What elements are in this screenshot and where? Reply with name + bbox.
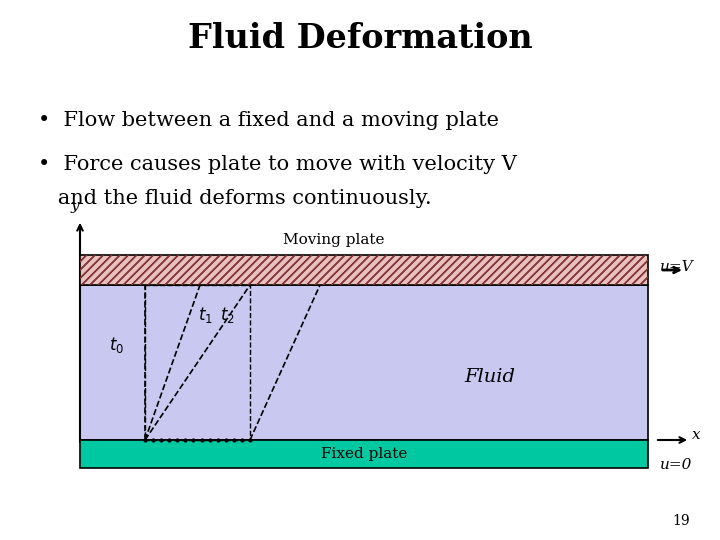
Text: Fluid Deformation: Fluid Deformation xyxy=(188,22,532,55)
Text: u=V: u=V xyxy=(660,260,693,274)
Text: u=0: u=0 xyxy=(660,458,693,472)
Bar xyxy=(80,255,648,285)
Bar xyxy=(80,255,648,285)
Text: $t_1$: $t_1$ xyxy=(197,305,212,325)
Text: Fluid: Fluid xyxy=(464,368,516,387)
Text: y: y xyxy=(71,199,79,213)
Text: •  Force causes plate to move with velocity V: • Force causes plate to move with veloci… xyxy=(38,156,517,174)
Text: $t_2$: $t_2$ xyxy=(220,305,235,325)
Text: •  Flow between a fixed and a moving plate: • Flow between a fixed and a moving plat… xyxy=(38,111,499,130)
Bar xyxy=(145,285,250,440)
Text: Fixed plate: Fixed plate xyxy=(321,447,408,461)
Text: Moving plate: Moving plate xyxy=(283,233,384,247)
Text: $t_0$: $t_0$ xyxy=(109,335,125,355)
Bar xyxy=(80,285,648,440)
Text: x: x xyxy=(692,428,701,442)
Text: 19: 19 xyxy=(672,514,690,528)
Bar xyxy=(80,440,648,468)
Text: and the fluid deforms continuously.: and the fluid deforms continuously. xyxy=(38,188,431,207)
